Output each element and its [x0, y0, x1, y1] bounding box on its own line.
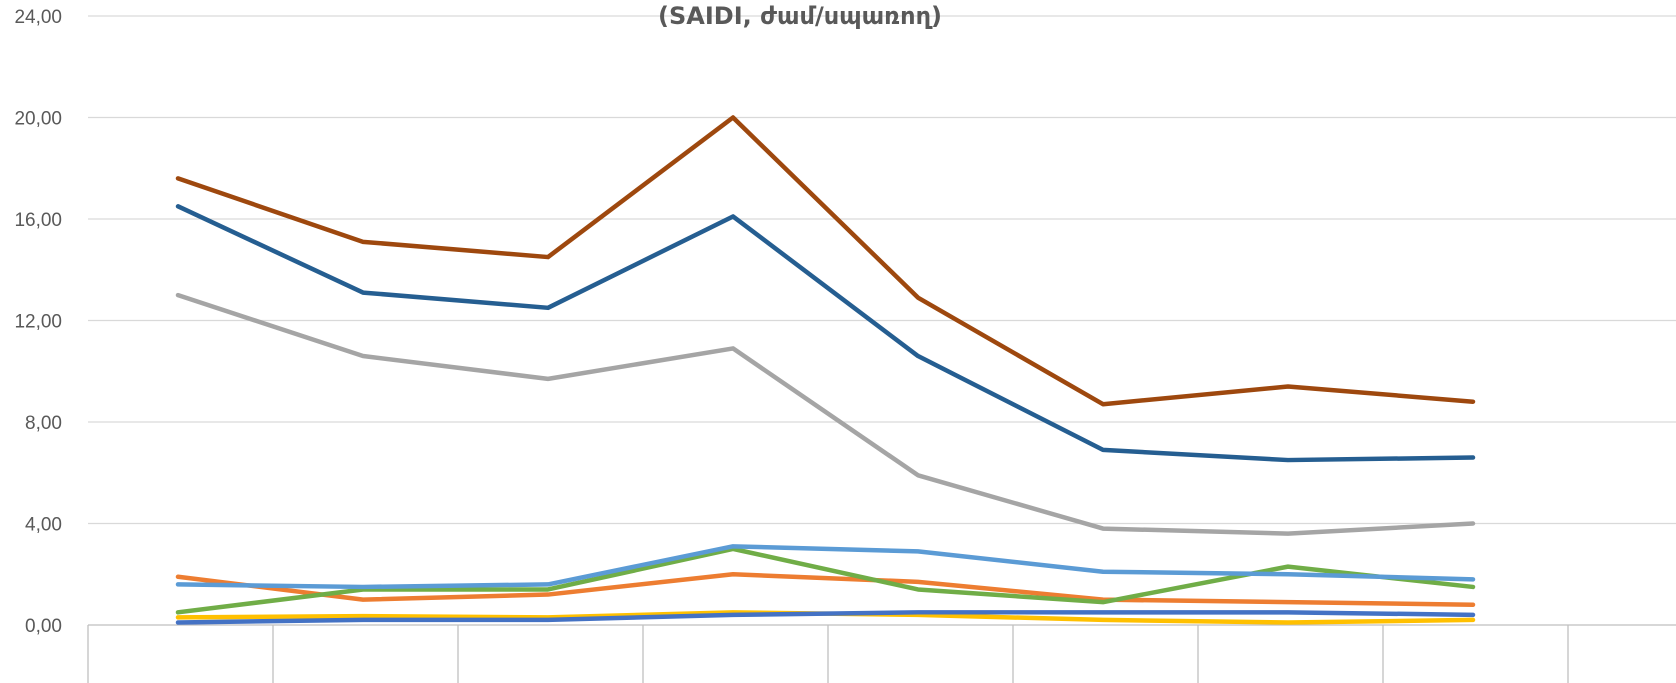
x-tick-label: 2009: [527, 681, 569, 683]
series-lines: [175, 115, 1476, 625]
series-line-3: [175, 292, 1476, 536]
y-tick-label: 16,00: [14, 210, 62, 231]
x-tick-label: 2012: [1082, 681, 1124, 683]
series-line-1: [175, 115, 1476, 407]
y-tick-label: 4,00: [25, 515, 62, 536]
series-line-2: [175, 204, 1476, 463]
x-tick-label: 2007: [157, 681, 199, 683]
chart-title: (SAIDI, ժամ/սպառող): [658, 2, 942, 30]
x-tick-label: 2008: [342, 681, 384, 683]
y-axis-tick-labels: 0,00 4,00 8,00 12,00 16,00 20,00 24,00: [14, 7, 62, 637]
y-tick-label: 12,00: [14, 312, 62, 333]
y-tick-label: 8,00: [25, 413, 62, 434]
y-tick-label: 20,00: [14, 109, 62, 130]
y-tick-label: 24,00: [14, 7, 62, 28]
series-line-8: [175, 610, 1476, 625]
y-tick-label: 0,00: [25, 616, 62, 637]
x-axis: 2007 2008 2009 2010 2011 2012 2013 2014: [87, 624, 1676, 683]
series-line-6: [175, 572, 1476, 607]
gridlines: [88, 15, 1676, 525]
x-tick-label: 2011: [898, 681, 939, 683]
x-tick-label: 2014: [1452, 681, 1495, 683]
x-tick-label: 2010: [712, 681, 754, 683]
x-tick-label: 2013: [1267, 681, 1309, 683]
series-line-4: [175, 544, 1476, 590]
